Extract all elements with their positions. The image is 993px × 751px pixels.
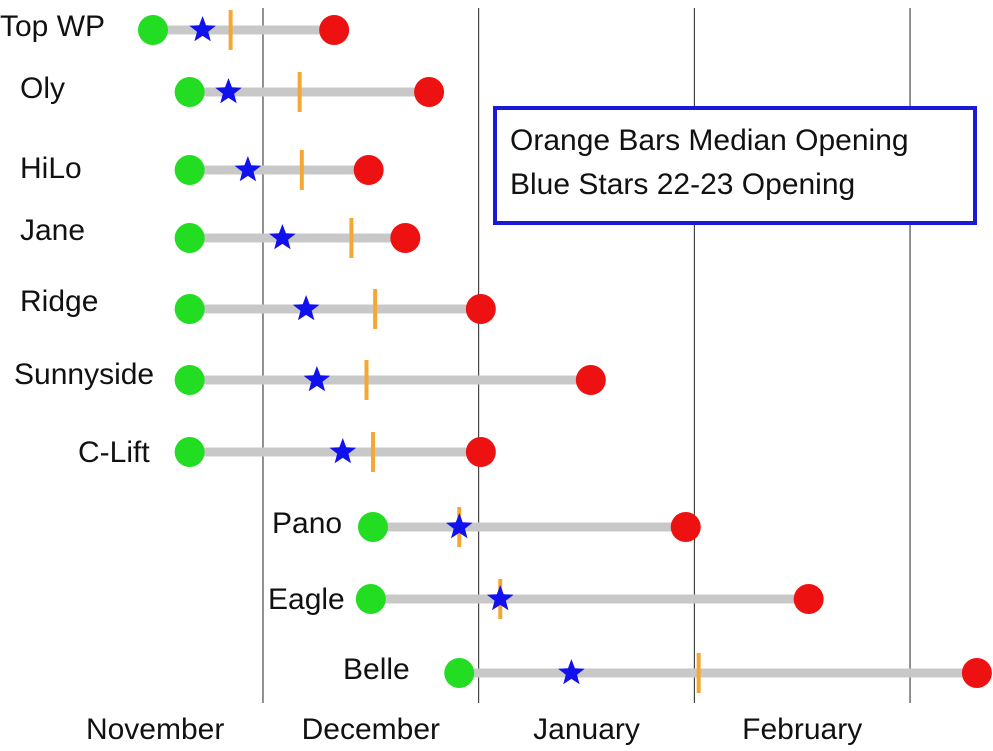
open-dot xyxy=(444,658,475,688)
category-label: Ridge xyxy=(20,285,98,318)
category-label: HiLo xyxy=(20,152,82,185)
category-label: Oly xyxy=(20,72,65,105)
close-dot xyxy=(793,584,824,614)
legend-entry: Blue Stars 22-23 Opening xyxy=(510,168,855,201)
close-dot xyxy=(414,77,445,107)
open-dot xyxy=(174,294,205,324)
open-dot xyxy=(174,223,205,253)
category-label: Pano xyxy=(272,507,342,540)
close-dot xyxy=(961,658,992,688)
close-dot xyxy=(575,365,606,395)
star xyxy=(329,438,357,464)
category-label: C-Lift xyxy=(78,436,150,469)
x-tick-label: November xyxy=(86,713,224,746)
star xyxy=(558,659,585,685)
close-dot xyxy=(319,15,350,45)
category-label: Sunnyside xyxy=(14,358,154,391)
category-label: Eagle xyxy=(268,583,345,616)
close-dot xyxy=(465,294,496,324)
close-dot xyxy=(465,437,496,467)
x-tick-label: December xyxy=(302,713,440,746)
star xyxy=(292,295,320,321)
close-dot xyxy=(353,155,384,185)
open-dot xyxy=(137,15,168,45)
star xyxy=(234,156,262,182)
star xyxy=(303,366,331,392)
open-dot xyxy=(355,584,386,614)
close-dot xyxy=(670,512,701,542)
open-dot xyxy=(357,512,388,542)
category-label: Top WP xyxy=(0,10,105,43)
legend-box xyxy=(493,106,977,225)
category-label: Jane xyxy=(20,214,85,247)
star xyxy=(215,78,242,104)
open-dot xyxy=(174,365,205,395)
close-dot xyxy=(390,223,421,253)
star xyxy=(189,16,216,42)
star xyxy=(269,224,296,250)
x-tick-label: February xyxy=(742,713,862,746)
star xyxy=(445,513,473,539)
category-label: Belle xyxy=(343,653,410,686)
star xyxy=(486,585,514,611)
open-dot xyxy=(174,155,205,185)
open-dot xyxy=(174,437,205,467)
x-tick-label: January xyxy=(533,713,640,746)
open-dot xyxy=(174,77,205,107)
legend-entry: Orange Bars Median Opening xyxy=(510,124,909,157)
